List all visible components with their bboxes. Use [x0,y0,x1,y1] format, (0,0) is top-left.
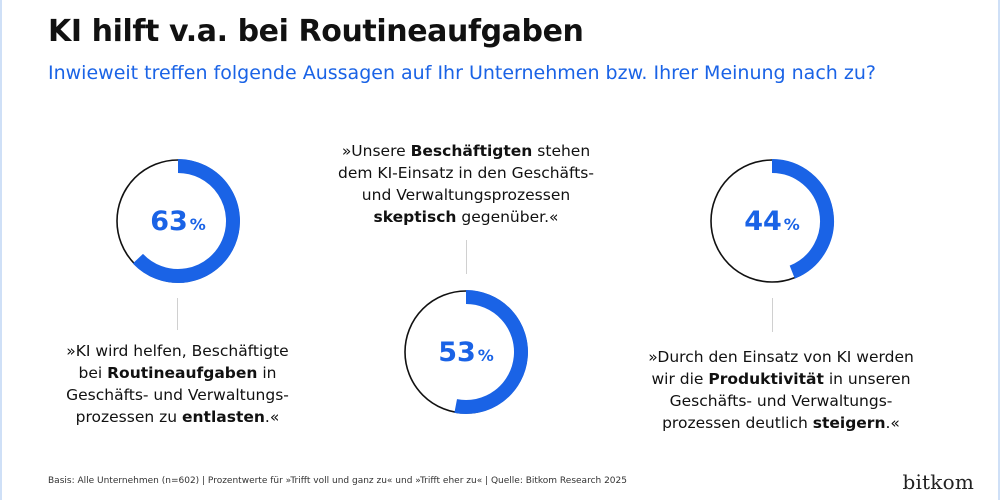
statement-line: »Durch den Einsatz von KI werden [636,346,926,368]
donut-value-arc [454,290,528,414]
statement-emphasis: Produktivität [708,370,824,388]
statement-emphasis: steigern [812,414,886,432]
chart-title: KI hilft v.a. bei Routineaufgaben [48,14,584,49]
bitkom-logo: bitkom [902,470,974,494]
donut-value-label: 63% [110,153,246,289]
statement-line: dem KI-Einsatz in den Geschäfts- [330,162,602,184]
source-footnote: Basis: Alle Unternehmen (n=602) | Prozen… [48,476,627,486]
statement-text: dem KI-Einsatz in den Geschäfts- [338,164,594,182]
donut-svg [116,159,240,283]
statement-routine: »KI wird helfen, Beschäftigte bei Routine… [40,340,315,428]
donut-value-unit: % [477,345,494,365]
statement-line: prozessen deutlich steigern.« [636,412,926,434]
statement-produktivitaet: »Durch den Einsatz von KI werden wir die … [636,346,926,434]
statement-text: prozessen zu [75,408,182,426]
statement-text: »KI wird helfen, Beschäftigte [66,342,289,360]
statement-emphasis: skeptisch [373,208,457,226]
statement-text: wir die [651,370,709,388]
donut-value-number: 53 [438,336,476,368]
connector-line-routine [177,298,178,330]
donut-value-label: 53% [398,284,534,420]
statement-skeptisch: »Unsere Beschäftigten stehen dem KI-Einsa… [330,140,602,228]
statement-text: stehen [532,142,591,160]
statement-emphasis: Beschäftigten [410,142,533,160]
donut-svg [404,290,528,414]
statement-line: prozessen zu entlasten.« [40,406,315,428]
statement-text: »Durch den Einsatz von KI werden [648,348,914,366]
statement-text: prozessen deutlich [662,414,813,432]
statement-emphasis: entlasten [182,408,265,426]
donut-chart-routine: 63% [110,153,246,289]
statement-text: gegenüber.« [456,208,559,226]
connector-line-produktivitaet [772,298,773,332]
statement-line: wir die Produktivität in unseren [636,368,926,390]
donut-value-number: 44 [744,205,782,237]
donut-value-label: 44% [704,153,840,289]
statement-text: und Verwaltungsprozessen [361,186,571,204]
connector-line-skeptisch [466,240,467,274]
statement-line: »Unsere Beschäftigten stehen [330,140,602,162]
statement-text: Geschäfts- und Verwaltungs- [66,386,289,404]
donut-chart-skeptisch: 53% [398,284,534,420]
donut-value-arc [771,159,834,279]
statement-text: bei [78,364,108,382]
donut-value-unit: % [783,214,800,234]
statement-line: »KI wird helfen, Beschäftigte [40,340,315,362]
donut-value-arc [132,159,240,283]
statement-text: Geschäfts- und Verwaltungs- [669,392,893,410]
statement-text: in [257,364,277,382]
statement-line: bei Routineaufgaben in [40,362,315,384]
statement-text: in unseren [823,370,911,388]
donut-value-number: 63 [150,205,188,237]
statement-line: Geschäfts- und Verwaltungs- [636,390,926,412]
donut-value-unit: % [189,214,206,234]
statement-text: »Unsere [341,142,411,160]
donut-svg [710,159,834,283]
chart-subtitle: Inwieweit treffen folgende Aussagen auf … [48,62,876,84]
frame-border-left [0,0,2,500]
statement-line: und Verwaltungsprozessen [330,184,602,206]
frame-border-right [998,0,1000,500]
statement-line: Geschäfts- und Verwaltungs- [40,384,315,406]
statement-line: skeptisch gegenüber.« [330,206,602,228]
statement-text: .« [885,414,900,432]
donut-chart-produktivitaet: 44% [704,153,840,289]
statement-emphasis: Routineaufgaben [107,364,258,382]
statement-text: .« [264,408,280,426]
